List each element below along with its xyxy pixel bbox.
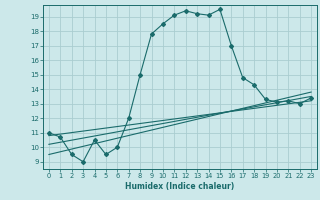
X-axis label: Humidex (Indice chaleur): Humidex (Indice chaleur) xyxy=(125,182,235,191)
